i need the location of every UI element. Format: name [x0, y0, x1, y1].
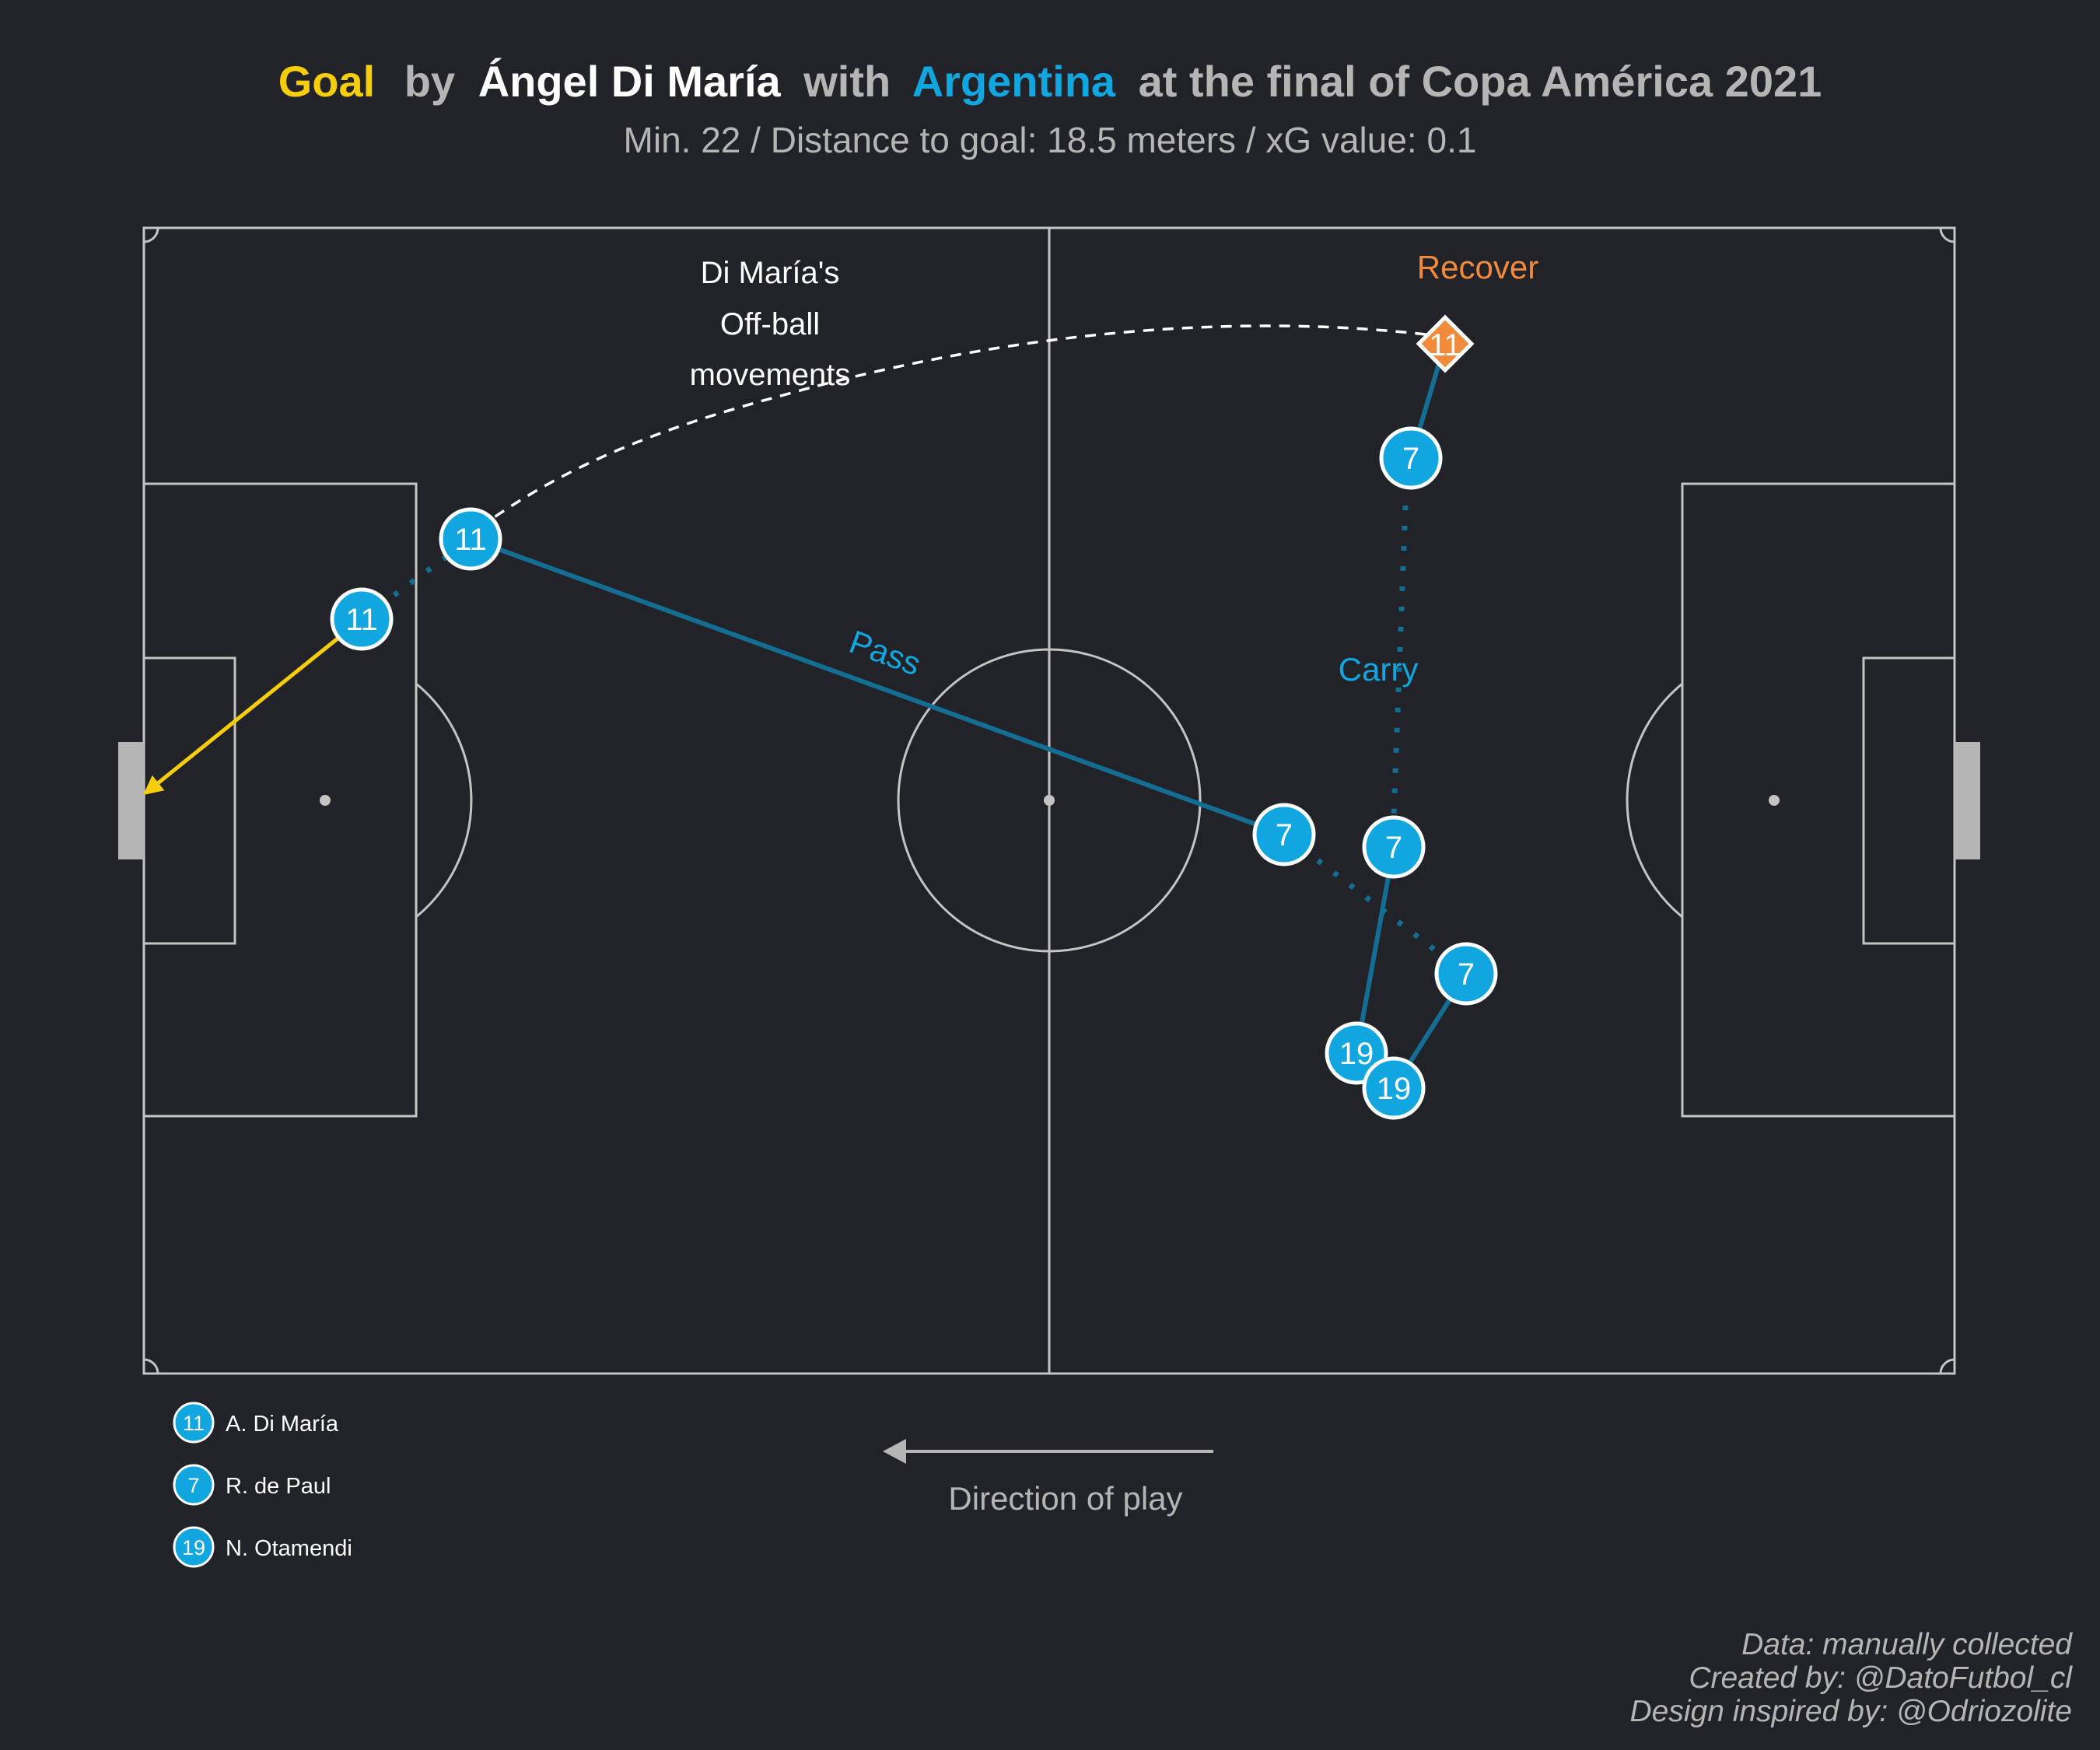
legend-label: N. Otamendi	[226, 1536, 352, 1561]
centre-circle	[897, 648, 1202, 953]
corner-arc-bottom-left	[143, 1358, 159, 1374]
off-ball-label-line-2: Off-ball	[720, 307, 820, 341]
title-team-name: Argentina	[912, 57, 1116, 106]
left-penalty-arc	[415, 682, 473, 919]
credit-line-1: Data: manually collected	[1741, 1628, 2073, 1661]
credit-line-2: Created by: @DatoFutbol_cl	[1689, 1661, 2073, 1695]
right-penalty-spot	[1769, 795, 1780, 806]
player-marker-dp-receive: 7	[1252, 803, 1316, 866]
legend-item: 19 N. Otamendi	[173, 1526, 352, 1568]
right-penalty-arc	[1626, 682, 1683, 919]
legend: 11 A. Di María 7 R. de Paul 19 N. Otamen…	[173, 1402, 352, 1568]
direction-of-play: Direction of play	[883, 1439, 1213, 1517]
legend-number: 19	[182, 1536, 205, 1559]
credit-line-3: Design inspired by: @Odriozolite	[1629, 1695, 2072, 1728]
marker-number: 7	[1402, 442, 1419, 476]
legend-item: 7 R. de Paul	[173, 1464, 331, 1506]
player-marker-dm-shot: 11	[330, 587, 394, 651]
off-ball-label-line-1: Di María's	[701, 256, 840, 290]
title-with-word: with	[803, 57, 891, 106]
shot-arrow	[143, 618, 363, 796]
player-marker-dp-upper: 7	[1434, 942, 1498, 1006]
chart-subtitle: Min. 22 / Distance to goal: 18.5 meters …	[624, 120, 1477, 160]
recover-label: Recover	[1417, 249, 1538, 285]
pass-label: Pass	[845, 623, 926, 682]
legend-label: A. Di María	[226, 1412, 339, 1437]
player-marker-dp-mid: 7	[1362, 815, 1426, 879]
direction-label: Direction of play	[948, 1480, 1182, 1517]
left-goal-area	[142, 656, 236, 945]
recover-marker: 11	[1416, 314, 1475, 373]
off-ball-run-path	[469, 324, 1446, 536]
centre-spot	[1044, 795, 1055, 806]
player-marker-dm-pass: 11	[439, 507, 502, 571]
otamendi-to-depaul-mid-line	[1354, 846, 1396, 1054]
title-player-name: Ángel Di María	[478, 57, 782, 106]
marker-number: 19	[1339, 1037, 1374, 1071]
corner-arc-bottom-right	[1939, 1358, 1955, 1374]
right-goal-area	[1862, 656, 1956, 945]
legend-number: 7	[187, 1474, 199, 1497]
marker-number: 11	[454, 523, 487, 557]
legend-number: 11	[183, 1412, 205, 1435]
marker-number: 11	[345, 603, 378, 637]
player-marker-dp-carry-end: 7	[1379, 426, 1443, 490]
legend-label: R. de Paul	[226, 1474, 331, 1499]
off-ball-label-line-3: movements	[690, 358, 851, 392]
pass-path	[469, 537, 1286, 837]
recover-marker-number: 11	[1429, 328, 1461, 362]
corner-arc-top-right	[1939, 227, 1955, 243]
left-penalty-area	[142, 482, 418, 1118]
carry-label: Carry	[1339, 651, 1419, 688]
marker-number: 19	[1377, 1072, 1412, 1106]
credits: Data: manually collected Created by: @Da…	[1629, 1628, 2073, 1728]
player-marker-ot-b: 19	[1362, 1056, 1426, 1120]
marker-number: 7	[1458, 957, 1475, 992]
title-rest: at the final of Copa América 2021	[1139, 57, 1822, 106]
direction-arrow-head-icon	[883, 1439, 906, 1464]
chart-title: Goal by Ángel Di María with Argentina at…	[278, 57, 1822, 106]
corner-arc-top-left	[143, 227, 159, 243]
left-goal	[118, 742, 144, 859]
right-goal	[1955, 742, 1980, 859]
title-goal-word: Goal	[278, 57, 375, 106]
marker-number: 7	[1276, 818, 1293, 852]
marker-number: 7	[1385, 831, 1402, 865]
legend-item: 11 A. Di María	[173, 1402, 339, 1444]
title-by-word: by	[404, 57, 455, 106]
right-penalty-area	[1681, 482, 1956, 1118]
left-penalty-spot	[320, 795, 331, 806]
